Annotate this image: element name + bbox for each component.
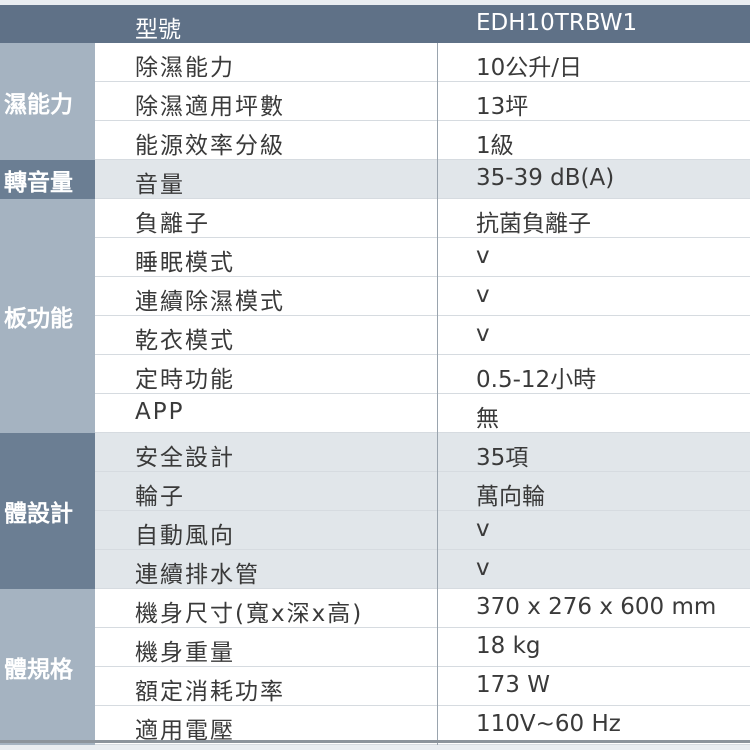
spec-value: 0.5-12小時: [476, 367, 597, 393]
spec-value: 1級: [476, 133, 514, 159]
spec-label: 輪子: [135, 484, 185, 510]
spec-label: 能源效率分級: [135, 133, 285, 159]
spec-label: 機身尺寸(寬x深x高): [135, 601, 364, 627]
table-row: 安全設計 35項: [95, 433, 750, 472]
spec-value: 35項: [476, 445, 529, 471]
spec-group: 體規格 機身尺寸(寬x深x高) 370 x 276 x 600 mm 機身重量 18 k…: [0, 589, 750, 745]
table-row: APP 無: [95, 394, 750, 433]
header-model: EDH10TRBW1: [476, 10, 638, 36]
spec-label: 除濕能力: [135, 55, 235, 81]
column-divider: [437, 511, 438, 550]
spec-value: v: [476, 555, 490, 581]
table-row: 能源效率分級 1級: [95, 121, 750, 160]
table-row: 連續除濕模式 v: [95, 277, 750, 316]
column-divider: [437, 550, 438, 589]
spec-value: 無: [476, 406, 499, 432]
header-label: 型號: [135, 17, 181, 43]
category-label: 體設計: [0, 433, 95, 589]
spec-group: 體設計 安全設計 35項輪子 萬向輪自動風向 v 連續排水管 v: [0, 433, 750, 589]
table-row: 負離子 抗菌負離子: [95, 199, 750, 238]
table-row: 輪子 萬向輪: [95, 472, 750, 511]
column-divider: [437, 433, 438, 472]
column-divider: [437, 277, 438, 316]
spec-label: APP: [135, 399, 185, 425]
table-row: 機身重量 18 kg: [95, 628, 750, 667]
spec-label: 適用電壓: [135, 718, 235, 744]
spec-value: 10公升/日: [476, 55, 583, 81]
table-row: 乾衣模式 v: [95, 316, 750, 355]
table-row: 除濕適用坪數 13坪: [95, 82, 750, 121]
table-row: 睡眠模式 v: [95, 238, 750, 277]
table-row: 定時功能 0.5-12小時: [95, 355, 750, 394]
table-row: 連續排水管 v: [95, 550, 750, 589]
spec-label: 睡眠模式: [135, 250, 235, 276]
column-divider: [437, 316, 438, 355]
spec-label: 乾衣模式: [135, 328, 235, 354]
spec-value: 173 W: [476, 672, 550, 698]
spec-label: 安全設計: [135, 445, 235, 471]
column-divider: [437, 43, 438, 82]
spec-value: 35-39 dB(A): [476, 165, 615, 191]
category-label: 轉音量: [0, 160, 95, 199]
column-divider: [437, 667, 438, 706]
spec-label: 連續除濕模式: [135, 289, 285, 315]
column-divider: [437, 199, 438, 238]
spec-value: v: [476, 282, 490, 308]
table-row: 自動風向 v: [95, 511, 750, 550]
spec-group: 板功能 負離子 抗菌負離子睡眠模式 v 連續除濕模式 v 乾衣模式 v 定時功能 0.5-12小時…: [0, 199, 750, 433]
spec-label: 音量: [135, 172, 185, 198]
column-divider: [437, 472, 438, 511]
spec-value: 18 kg: [476, 633, 541, 659]
spec-label: 除濕適用坪數: [135, 94, 285, 120]
table-header: 型號 EDH10TRBW1: [0, 5, 750, 43]
spec-value: 抗菌負離子: [476, 211, 591, 237]
bottom-divider: [0, 740, 750, 743]
column-divider: [437, 238, 438, 277]
spec-group: 轉音量 音量 35-39 dB(A): [0, 160, 750, 199]
spec-value: v: [476, 243, 490, 269]
column-divider: [437, 121, 438, 160]
column-divider: [437, 628, 438, 667]
spec-value: v: [476, 516, 490, 542]
category-label: 板功能: [0, 199, 95, 433]
column-divider: [437, 160, 438, 199]
spec-value: 萬向輪: [476, 484, 545, 510]
spec-label: 額定消耗功率: [135, 679, 285, 705]
column-divider: [437, 394, 438, 433]
spec-group: 濕能力 除濕能力 10公升/日除濕適用坪數 13坪能源效率分級 1級: [0, 43, 750, 160]
table-row: 額定消耗功率 173 W: [95, 667, 750, 706]
table-row: 除濕能力 10公升/日: [95, 43, 750, 82]
table-row: 音量 35-39 dB(A): [95, 160, 750, 199]
spec-value: 110V~60 Hz: [476, 711, 621, 737]
spec-label: 連續排水管: [135, 562, 260, 588]
column-divider: [437, 355, 438, 394]
category-label: 濕能力: [0, 43, 95, 160]
spec-label: 負離子: [135, 211, 210, 237]
table-row: 機身尺寸(寬x深x高) 370 x 276 x 600 mm: [95, 589, 750, 628]
column-divider: [437, 82, 438, 121]
spec-value: 13坪: [476, 94, 529, 120]
spec-value: 370 x 276 x 600 mm: [476, 594, 717, 620]
table-row: 適用電壓 110V~60 Hz: [95, 706, 750, 745]
column-divider: [437, 589, 438, 628]
column-divider: [437, 706, 438, 745]
category-label: 體規格: [0, 589, 95, 745]
spec-label: 機身重量: [135, 640, 235, 666]
spec-label: 自動風向: [135, 523, 235, 549]
spec-value: v: [476, 321, 490, 347]
spec-label: 定時功能: [135, 367, 235, 393]
